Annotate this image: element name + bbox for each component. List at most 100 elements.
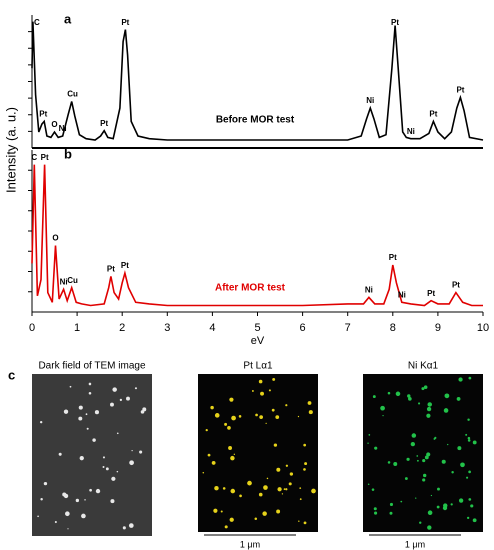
- speck: [372, 395, 376, 399]
- peak-label: Pt: [121, 18, 129, 27]
- speck: [422, 473, 427, 478]
- speck: [263, 485, 268, 490]
- speck: [457, 446, 462, 451]
- speck: [65, 511, 70, 517]
- speck: [437, 487, 440, 491]
- speck: [88, 392, 92, 395]
- speck: [39, 420, 43, 424]
- image-title: Pt Lα1: [243, 361, 273, 372]
- speck: [285, 488, 288, 491]
- peak-label: Cu: [67, 276, 78, 285]
- speck: [467, 418, 470, 421]
- speck: [276, 467, 281, 472]
- speck: [419, 521, 422, 524]
- speck: [102, 456, 106, 459]
- speck: [43, 481, 48, 486]
- speck: [465, 433, 468, 436]
- speck: [79, 456, 84, 461]
- x-tick-label: 7: [345, 322, 351, 334]
- speck: [128, 523, 134, 528]
- speck: [297, 415, 300, 418]
- speck: [220, 510, 223, 513]
- peak-label: Pt: [121, 261, 129, 270]
- speck: [374, 511, 378, 515]
- speck: [231, 415, 236, 421]
- x-tick-label: 3: [164, 322, 170, 334]
- speck: [116, 432, 119, 435]
- speck: [444, 393, 450, 399]
- speck: [89, 488, 92, 492]
- x-tick-label: 2: [119, 322, 125, 334]
- peak-label: Ni: [398, 290, 406, 299]
- speck: [78, 405, 83, 410]
- speck: [460, 462, 465, 468]
- speck: [119, 398, 123, 402]
- speck: [228, 446, 233, 450]
- speck: [466, 476, 469, 479]
- speck: [78, 416, 83, 421]
- speck: [424, 455, 429, 460]
- peak-label: Pt: [100, 119, 108, 128]
- peak-label: Pt: [41, 153, 49, 162]
- speck: [367, 442, 369, 444]
- speck: [311, 488, 316, 494]
- speck: [283, 488, 286, 491]
- speck: [112, 387, 117, 392]
- speck: [421, 387, 425, 391]
- speck: [427, 525, 432, 530]
- speck: [63, 493, 69, 499]
- peak-label: Pt: [429, 110, 437, 119]
- speck: [255, 413, 258, 417]
- speck: [86, 427, 89, 430]
- speck: [227, 426, 231, 430]
- peak-label: Pt: [391, 18, 399, 27]
- speck: [230, 488, 236, 494]
- spectrum-line: [31, 21, 484, 141]
- speck: [371, 488, 375, 491]
- speck: [304, 462, 308, 466]
- speck: [254, 517, 258, 521]
- x-tick-label: 10: [477, 322, 489, 334]
- speck: [411, 433, 417, 438]
- speck: [400, 500, 403, 503]
- speck: [40, 497, 43, 501]
- speck: [211, 461, 216, 465]
- speck: [374, 446, 378, 450]
- speck: [443, 408, 449, 413]
- speck: [207, 453, 211, 457]
- speck: [387, 461, 391, 464]
- speck: [233, 453, 235, 455]
- speck: [251, 390, 254, 392]
- speck: [259, 415, 263, 419]
- speck: [58, 452, 62, 456]
- speck: [307, 401, 312, 405]
- speck: [415, 497, 417, 499]
- speck: [214, 413, 220, 418]
- speck: [229, 517, 234, 522]
- speck: [260, 391, 264, 396]
- speck: [303, 468, 306, 471]
- speck: [268, 389, 271, 392]
- speck: [410, 441, 416, 447]
- speck: [458, 498, 464, 503]
- speck: [122, 526, 126, 530]
- x-tick-label: 6: [300, 322, 306, 334]
- speck: [472, 518, 477, 523]
- speck: [368, 433, 371, 436]
- speck: [224, 422, 228, 426]
- speck: [222, 487, 226, 490]
- speck: [467, 436, 471, 440]
- peak-label: Pt: [427, 289, 435, 298]
- speck: [273, 443, 278, 447]
- speck: [224, 525, 228, 529]
- speck: [277, 487, 282, 492]
- speck: [468, 470, 471, 474]
- speck: [105, 467, 109, 471]
- speck: [37, 515, 39, 518]
- speck: [102, 465, 105, 468]
- speck: [229, 397, 234, 402]
- speck: [427, 510, 433, 516]
- speck: [443, 503, 448, 508]
- speck: [434, 436, 437, 439]
